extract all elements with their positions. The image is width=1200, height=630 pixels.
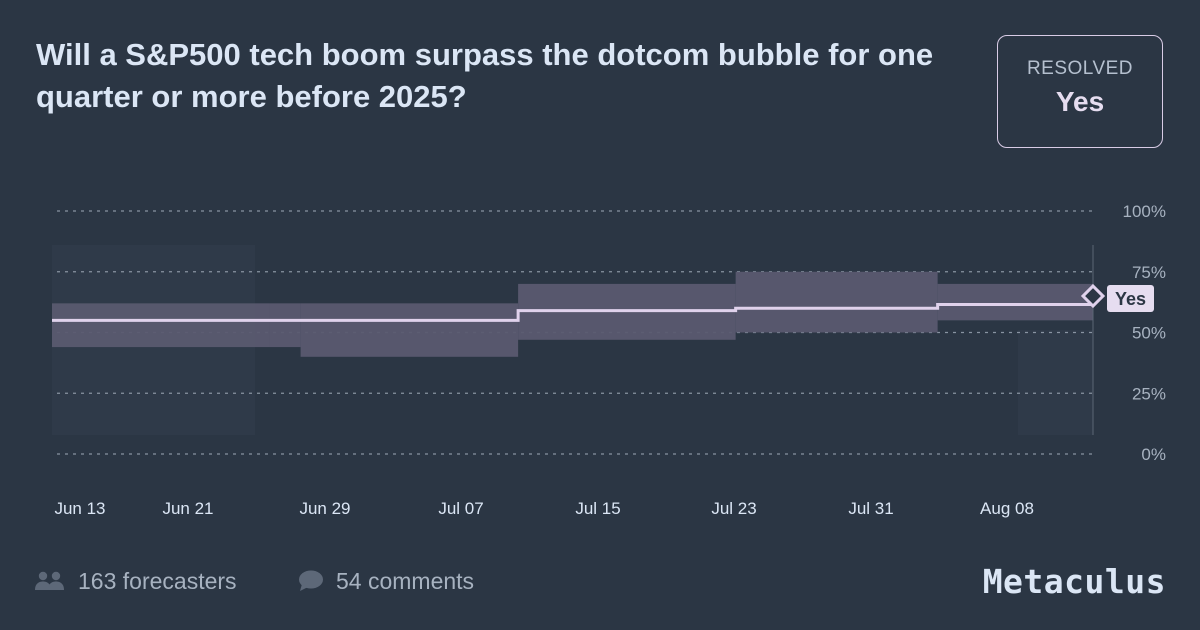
chart-resolution-marker: Yes	[1080, 283, 1154, 313]
resolution-tag-bg	[1107, 285, 1154, 313]
x-tick-label: Jun 21	[162, 499, 213, 518]
brand-logo: Metaculus	[982, 562, 1166, 601]
chart-median-line	[52, 303, 1093, 322]
y-tick-label: 75%	[1132, 263, 1166, 282]
forecasters-label: 163 forecasters	[78, 567, 237, 594]
x-tick-label: Jul 31	[848, 499, 893, 518]
interval-band	[52, 303, 270, 348]
resolution-status-badge: RESOLVED Yes	[997, 35, 1163, 148]
y-tick-label: 25%	[1132, 384, 1166, 403]
people-icon	[35, 571, 64, 590]
forecast-chart: 100% 75% 50% 25% 0% Jun 13 Jun 21 Jun 29 Jul 07…	[52, 202, 1166, 518]
resolution-status-value: Yes	[1055, 86, 1105, 117]
resolution-status-label: RESOLVED	[1026, 58, 1134, 79]
y-tick-label: 0%	[1141, 445, 1166, 464]
x-tick-label: Jun 29	[299, 499, 350, 518]
interval-band	[269, 303, 301, 348]
y-tick-label: 100%	[1123, 202, 1166, 221]
x-tick-label: Jul 07	[438, 499, 483, 518]
median-line	[52, 303, 1093, 322]
comments-label: 54 comments	[336, 567, 475, 594]
y-tick-label: 50%	[1132, 324, 1166, 343]
interval-band	[735, 271, 938, 333]
resolution-tag-label: Yes	[1115, 289, 1146, 309]
chart-y-axis: 100% 75% 50% 25% 0%	[1123, 202, 1166, 464]
chart-x-axis: Jun 13 Jun 21 Jun 29 Jul 07 Jul 15 Jul 23 Jul …	[54, 499, 1033, 518]
speech-bubble-icon	[299, 570, 323, 591]
question-title: Will a S&P500 tech boom surpass the dotc…	[36, 37, 934, 114]
forecasters-count: 163 forecasters	[34, 566, 237, 596]
resolution-diamond	[1080, 283, 1106, 309]
comments-count: 54 comments	[298, 566, 474, 596]
chart-shade-right	[1018, 330, 1093, 435]
interval-band	[937, 283, 1093, 321]
x-tick-label: Jul 15	[575, 499, 620, 518]
x-tick-label: Jul 23	[711, 499, 756, 518]
x-tick-label: Aug 08	[980, 499, 1034, 518]
x-tick-label: Jun 13	[54, 499, 105, 518]
interval-band	[300, 303, 519, 357]
